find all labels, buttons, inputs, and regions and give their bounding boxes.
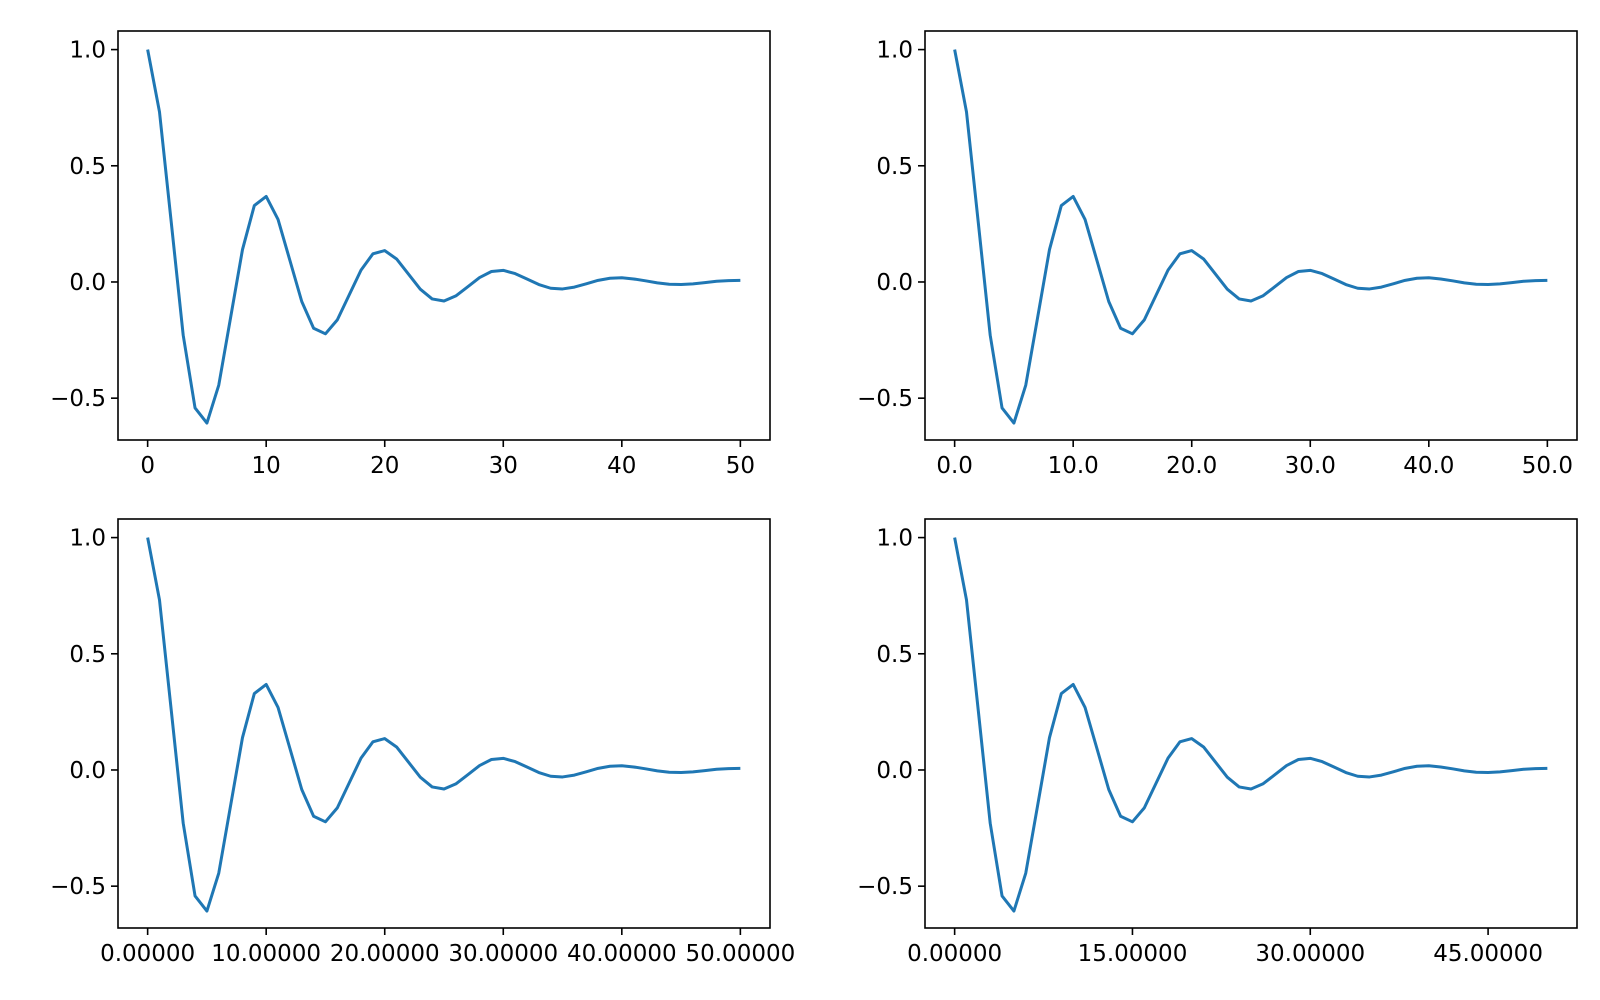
y-tick-label: −0.5 [857, 386, 913, 412]
y-tick-label: −0.5 [50, 386, 106, 412]
y-tick-label: 0.5 [876, 642, 913, 668]
x-tick-label: 20.0 [1166, 453, 1217, 479]
y-tick-label: −0.5 [50, 874, 106, 900]
line [146, 49, 741, 425]
subplot: −0.5 0.0 0.5 1.0 0.00000 15.00000 30.00000 45.0… [857, 518, 1578, 967]
line [953, 537, 1548, 913]
axes-frame [924, 30, 1578, 441]
x-tick-label: 20 [370, 453, 399, 479]
x-tick-label: 30.0 [1285, 453, 1336, 479]
y-tick-label: 1.0 [876, 38, 913, 64]
x-tick-label: 10.00000 [211, 941, 321, 967]
y-tick-label: 0.5 [876, 154, 913, 180]
subplot: −0.5 0.0 0.5 1.0 0.0 10.0 20.0 30.0 40.0 50.0 [857, 30, 1578, 479]
x-tick-label: 20.00000 [330, 941, 440, 967]
axes-frame [117, 518, 771, 929]
x-tick-label: 40 [607, 453, 636, 479]
x-tick-label: 0 [140, 453, 155, 479]
y-tick-label: 1.0 [69, 38, 106, 64]
y-tick-label: 0.0 [69, 270, 106, 296]
axes-frame [117, 30, 771, 441]
x-tick-label: 0.00000 [100, 941, 195, 967]
x-tick-label: 50.00000 [685, 941, 795, 967]
subplot: −0.5 0.0 0.5 1.0 0.00000 10.00000 20.00000 30.0… [50, 518, 795, 967]
y-tick-label: −0.5 [857, 874, 913, 900]
x-tick-label: 40.0 [1403, 453, 1454, 479]
x-tick-label: 45.00000 [1433, 941, 1543, 967]
x-tick-label: 30.00000 [448, 941, 558, 967]
y-tick-label: 0.0 [876, 270, 913, 296]
x-tick-label: 50 [726, 453, 755, 479]
x-tick-label: 30 [489, 453, 518, 479]
x-tick-label: 30.00000 [1255, 941, 1365, 967]
axes-frame [924, 518, 1578, 929]
y-tick-label: 0.5 [69, 154, 106, 180]
y-tick-label: 0.0 [69, 758, 106, 784]
y-tick-label: 0.5 [69, 642, 106, 668]
x-tick-label: 15.00000 [1078, 941, 1188, 967]
y-tick-label: 1.0 [876, 526, 913, 552]
x-tick-label: 10 [252, 453, 281, 479]
x-tick-label: 50.0 [1522, 453, 1573, 479]
x-tick-label: 0.0 [936, 453, 973, 479]
line [146, 537, 741, 913]
x-tick-label: 0.00000 [907, 941, 1002, 967]
y-tick-label: 1.0 [69, 526, 106, 552]
subplot: −0.5 0.0 0.5 1.0 0 10 20 30 40 50 [50, 30, 771, 479]
line [953, 49, 1548, 425]
x-tick-label: 10.0 [1048, 453, 1099, 479]
y-tick-label: 0.0 [876, 758, 913, 784]
x-tick-label: 40.00000 [567, 941, 677, 967]
